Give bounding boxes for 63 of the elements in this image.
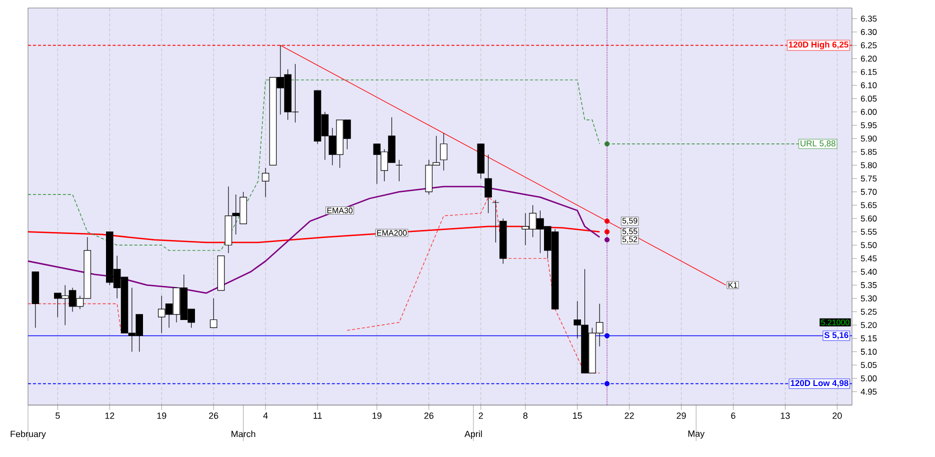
y-tick-label: 5.25 [860, 308, 877, 315]
series-label: URL 5,88 [800, 140, 836, 148]
x-tick-label: 11 [314, 412, 322, 419]
y-tick-label: 5.95 [860, 122, 877, 128]
x-tick-label: 2 [478, 412, 483, 419]
y-tick-label: 5.45 [860, 256, 877, 262]
y-tick-label: 5.05 [860, 362, 877, 368]
line-series [28, 226, 600, 244]
y-tick-label: 5.20 [860, 322, 877, 328]
x-tick-label: 29 [676, 412, 686, 419]
candlestick [396, 160, 403, 182]
y-tick-label: 5.75 [860, 176, 877, 182]
candlestick [210, 298, 218, 328]
y-tick-label: 5.00 [860, 375, 877, 382]
x2-tick-label: March [232, 430, 256, 438]
y-tick-label: 6.00 [860, 108, 877, 115]
y-tick-label: 6.25 [860, 42, 877, 48]
y-tick-label: 5.90 [860, 136, 877, 142]
y-tick-label: 5.40 [860, 268, 877, 275]
y-tick-label: 6.05 [860, 96, 877, 102]
ref-line-label: 120D High 6,25 [788, 41, 848, 50]
y-tick-label: 6.30 [860, 28, 877, 35]
ref-line-label: S 5,16 [824, 332, 848, 340]
y-tick-label: 5.70 [860, 188, 877, 195]
x-tick-label: 15 [573, 412, 582, 419]
candlestick [440, 132, 448, 171]
candlestick [484, 154, 492, 214]
y-tick-label: 4.95 [860, 388, 877, 395]
y-tick-label: 5.80 [860, 162, 877, 168]
y-tick-label: 5.35 [860, 282, 877, 288]
x-tick-label: 5 [56, 412, 60, 419]
x-tick-label: 26 [209, 412, 218, 419]
y-tick-label: 6.20 [860, 56, 877, 62]
y-tick-label: 5.30 [860, 295, 877, 302]
line-series [28, 186, 600, 294]
x2-tick-label: May [688, 430, 705, 439]
x2-tick-label: April [464, 430, 482, 439]
candlestick [262, 168, 270, 198]
y-tick-label: 6.35 [860, 16, 877, 22]
x-tick-label: 19 [157, 412, 166, 419]
y-tick-label: 5.85 [860, 148, 877, 155]
y-tick-label: 5.65 [860, 202, 877, 208]
x2-tick-label: February [10, 430, 46, 439]
y-tick-label: 5.60 [860, 216, 877, 222]
y-tick-label: 6.10 [860, 82, 877, 88]
point [604, 237, 610, 242]
ref-line-label: 120D Low 4,98 [790, 380, 848, 388]
y-tick-label: 5.15 [860, 335, 877, 342]
x-tick-label: 19 [372, 412, 382, 419]
x-tick-label: 4 [263, 412, 268, 419]
x-tick-label: 6 [731, 412, 736, 419]
x-tick-label: 26 [424, 412, 434, 419]
x-tick-label: 13 [780, 412, 790, 419]
x-tick-label: 12 [105, 412, 114, 419]
x-tick-label: 8 [523, 412, 528, 419]
y-tick-label: 5.55 [860, 228, 877, 235]
y-tick-label: 5.10 [860, 348, 877, 355]
x-tick-label: 22 [624, 412, 634, 419]
candlestick [492, 200, 500, 243]
x-tick-label: 20 [832, 412, 842, 419]
line-series [28, 80, 600, 251]
y-tick-label: 5.50 [860, 242, 877, 248]
y-tick-label: 6.15 [860, 68, 877, 75]
